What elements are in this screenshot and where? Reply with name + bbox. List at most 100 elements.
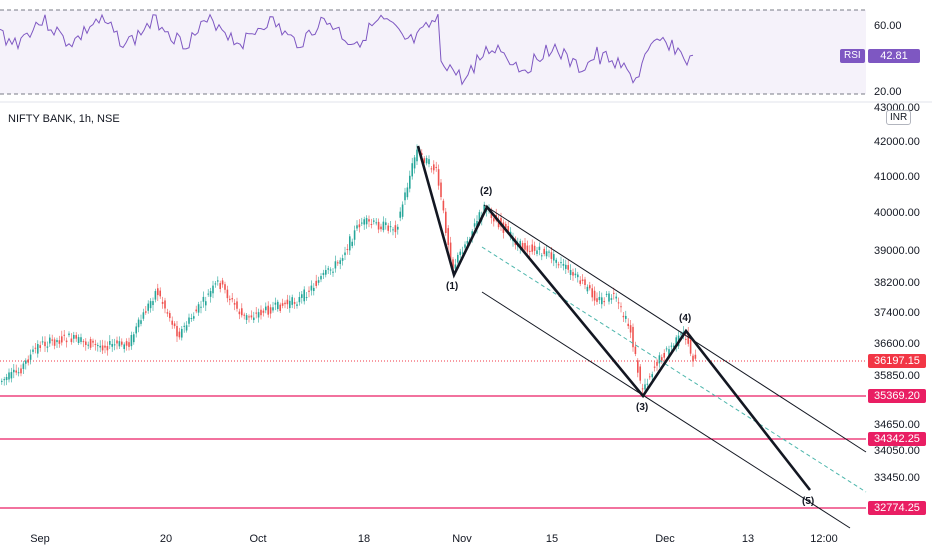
- candle-body: [8, 372, 10, 380]
- candle-body: [370, 223, 373, 225]
- wave-label-2: (2): [480, 186, 493, 197]
- candle-body: [363, 219, 365, 225]
- candle-body: [406, 187, 409, 198]
- candle-body: [291, 297, 293, 305]
- candle-body: [445, 211, 447, 234]
- candle-body: [497, 219, 500, 228]
- candle-body: [361, 222, 363, 224]
- wave-label-3: (3): [636, 402, 649, 413]
- candle-body: [373, 220, 375, 222]
- wave-label-4: (4): [679, 313, 692, 324]
- candle-body: [651, 374, 653, 378]
- candle-body: [308, 290, 310, 292]
- candle-body: [27, 359, 29, 363]
- candle-body: [53, 339, 56, 346]
- candle-body: [581, 279, 584, 282]
- candle-body: [99, 345, 101, 348]
- candle-body: [44, 341, 46, 347]
- candle-body: [226, 289, 229, 299]
- candle-body: [584, 279, 586, 285]
- candle-body: [334, 261, 337, 269]
- price-tick-label: 34050.00: [874, 445, 920, 457]
- candle-body: [20, 368, 22, 374]
- candle-body: [613, 292, 615, 294]
- candle-body: [385, 222, 387, 226]
- candle-body: [224, 284, 226, 290]
- candle-body: [447, 228, 449, 246]
- candle-body: [56, 340, 58, 343]
- candle-body: [526, 245, 529, 252]
- candle-body: [245, 315, 248, 320]
- candle-body: [478, 212, 481, 221]
- candle-body: [17, 372, 20, 374]
- price-tick-label: 34650.00: [874, 419, 920, 431]
- rsi-band: [0, 10, 866, 94]
- candle-body: [61, 336, 63, 343]
- candle-body: [130, 334, 133, 347]
- candle-body: [125, 341, 128, 346]
- candle-body: [161, 301, 164, 304]
- candle-body: [219, 283, 221, 290]
- price-tick-label: 38200.00: [874, 277, 920, 289]
- candle-body: [572, 272, 574, 276]
- candle-body: [440, 182, 442, 198]
- channel-lower-line[interactable]: [481, 291, 851, 529]
- candle-body: [464, 244, 466, 248]
- symbol-title[interactable]: NIFTY BANK, 1h, NSE: [8, 113, 120, 125]
- candle-body: [135, 326, 137, 334]
- candle-body: [118, 341, 121, 347]
- candle-body: [574, 273, 577, 276]
- channel-upper-line[interactable]: [483, 204, 867, 453]
- rsi-value-tag: 42.81: [868, 49, 920, 63]
- candle-body: [32, 349, 34, 352]
- candle-body: [399, 211, 401, 218]
- candle-body: [625, 315, 627, 319]
- candle-body: [200, 306, 202, 308]
- time-tick-label: 18: [357, 533, 371, 545]
- candle-body: [236, 301, 238, 309]
- candle-body: [229, 298, 231, 301]
- candle-body: [533, 245, 536, 251]
- candle-body: [128, 342, 130, 347]
- candle-body: [313, 287, 315, 292]
- level-tag-2: 34342.25: [868, 432, 926, 446]
- candle-body: [257, 312, 260, 318]
- candle-body: [601, 297, 603, 305]
- candle-body: [641, 388, 644, 390]
- candle-body: [337, 262, 339, 264]
- candle-body: [77, 337, 80, 343]
- channel-median-line[interactable]: [481, 246, 867, 493]
- candle-body: [668, 349, 670, 357]
- rsi-level-upper: 60.00: [874, 20, 902, 32]
- candle-body: [202, 296, 205, 302]
- candle-body: [637, 360, 639, 373]
- candle-body: [289, 300, 291, 309]
- rsi-trace: [0, 13, 694, 86]
- currency-badge[interactable]: INR: [886, 110, 912, 125]
- candle-body: [15, 370, 17, 373]
- candle-body: [507, 226, 509, 233]
- candle-body: [113, 344, 116, 346]
- candle-body: [622, 315, 625, 318]
- candle-body: [591, 288, 593, 298]
- candle-body: [133, 334, 135, 343]
- elliott-wave-path[interactable]: [416, 145, 812, 491]
- candle-body: [560, 262, 562, 264]
- candle-body: [250, 315, 253, 318]
- candle-body: [389, 226, 392, 228]
- candle-body: [538, 246, 541, 250]
- candle-body: [598, 296, 601, 301]
- candle-body: [442, 200, 445, 211]
- candle-body: [109, 340, 111, 345]
- price-tick-label: 40000.00: [874, 207, 920, 219]
- candle-body: [231, 298, 233, 300]
- candle-body: [101, 345, 104, 351]
- candle-body: [670, 345, 673, 347]
- candle-body: [284, 302, 286, 305]
- time-tick-label: Sep: [30, 533, 50, 545]
- candle-body: [176, 326, 178, 337]
- candle-body: [685, 338, 687, 340]
- candle-body: [608, 293, 610, 302]
- candle-body: [142, 312, 145, 319]
